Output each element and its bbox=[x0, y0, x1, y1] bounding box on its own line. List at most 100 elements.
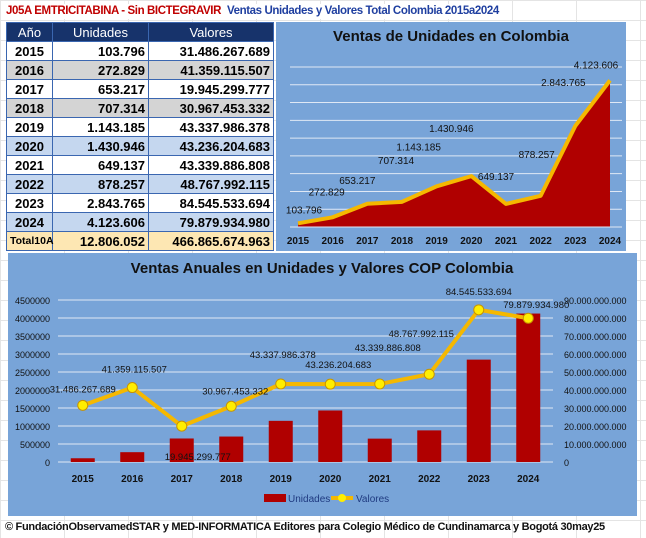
x-tick-label: 2024 bbox=[517, 474, 540, 485]
left-axis-tick: 4500000 bbox=[15, 296, 50, 306]
values-cell: 43.236.204.683 bbox=[148, 136, 274, 156]
year-cell: 2019 bbox=[6, 117, 53, 137]
data-label: 30.967.453.332 bbox=[202, 386, 268, 397]
units-cell: 1.143.185 bbox=[52, 117, 149, 137]
year-cell: 2018 bbox=[6, 98, 53, 118]
x-tick-label: 2015 bbox=[287, 236, 310, 247]
left-axis-tick: 3500000 bbox=[15, 332, 50, 342]
data-label: 48.767.992.115 bbox=[389, 329, 454, 340]
units-cell: 2.843.765 bbox=[52, 193, 149, 213]
right-axis-tick: 80.000.000.000 bbox=[564, 314, 627, 324]
left-axis-tick: 2500000 bbox=[15, 368, 50, 378]
values-cell: 30.967.453.332 bbox=[148, 98, 274, 118]
x-tick-label: 2017 bbox=[356, 236, 379, 247]
units-cell: 707.314 bbox=[52, 98, 149, 118]
values-marker bbox=[423, 368, 435, 380]
legend-units-label: Unidades bbox=[288, 494, 330, 505]
total-cell: 12.806.052 bbox=[52, 231, 149, 251]
values-line bbox=[82, 307, 529, 429]
left-axis-tick: 1000000 bbox=[15, 422, 50, 432]
values-marker bbox=[225, 400, 237, 412]
table-row: 2019 1.143.185 43.337.986.378 bbox=[6, 117, 274, 137]
year-cell: 2020 bbox=[6, 136, 53, 156]
values-marker bbox=[275, 378, 287, 390]
legend-values-marker bbox=[338, 494, 346, 502]
data-label: 43.236.204.683 bbox=[305, 360, 371, 371]
left-axis-tick: 4000000 bbox=[15, 314, 50, 324]
units-bar bbox=[466, 359, 491, 462]
chart-title: Ventas de Unidades en Colombia bbox=[333, 28, 570, 45]
values-marker bbox=[126, 382, 138, 394]
x-tick-label: 2022 bbox=[530, 236, 553, 247]
year-cell: 2015 bbox=[6, 41, 53, 61]
left-axis-tick: 0 bbox=[45, 458, 50, 468]
right-axis-tick: 50.000.000.000 bbox=[564, 368, 627, 378]
x-tick-label: 2023 bbox=[564, 236, 587, 247]
x-tick-label: 2016 bbox=[121, 474, 144, 485]
x-tick-label: 2015 bbox=[72, 474, 95, 485]
col-year: Año bbox=[6, 22, 53, 42]
units-bar bbox=[268, 420, 293, 462]
title-bar: J05A EMTRICITABINA - Sin BICTEGRAVIR Ven… bbox=[6, 4, 640, 19]
left-axis-tick: 500000 bbox=[20, 440, 50, 450]
units-cell: 1.430.946 bbox=[52, 136, 149, 156]
total-cell: 466.865.674.963 bbox=[148, 231, 274, 251]
values-marker bbox=[176, 420, 188, 432]
table-row: 2015 103.796 31.486.267.689 bbox=[6, 41, 274, 61]
right-axis-tick: 40.000.000.000 bbox=[564, 386, 627, 396]
units-area bbox=[298, 80, 610, 227]
table-row: 2023 2.843.765 84.545.533.694 bbox=[6, 193, 274, 213]
right-axis-tick: 90.000.000.000 bbox=[564, 296, 627, 306]
units-cell: 878.257 bbox=[52, 174, 149, 194]
year-cell: 2016 bbox=[6, 60, 53, 80]
right-axis-tick: 60.000.000.000 bbox=[564, 350, 627, 360]
data-label: 41.359.115.507 bbox=[102, 365, 167, 376]
copyright-footer: © FundaciónObservamedSTAR y MED-INFORMAT… bbox=[5, 521, 605, 533]
x-tick-label: 2024 bbox=[599, 236, 622, 247]
left-axis-tick: 3000000 bbox=[15, 350, 50, 360]
values-cell: 48.767.992.115 bbox=[148, 174, 274, 194]
table-row: 2022 878.257 48.767.992.115 bbox=[6, 174, 274, 194]
x-tick-label: 2019 bbox=[270, 474, 293, 485]
drug-title: J05A EMTRICITABINA - Sin BICTEGRAVIR bbox=[6, 4, 221, 19]
values-cell: 43.339.886.808 bbox=[148, 155, 274, 175]
values-cell: 84.545.533.694 bbox=[148, 193, 274, 213]
values-marker bbox=[77, 399, 89, 411]
sales-table: Año Unidades Valores 2015 103.796 31.486.2… bbox=[6, 22, 274, 251]
values-cell: 41.359.115.507 bbox=[148, 60, 274, 80]
chart-title: Ventas Anuales en Unidades y Valores COP… bbox=[131, 260, 514, 277]
data-label: 84.545.533.694 bbox=[446, 287, 512, 298]
units-cell: 653.217 bbox=[52, 79, 149, 99]
data-label: 103.796 bbox=[286, 205, 323, 216]
report-title: Ventas Unidades y Valores Total Colombia… bbox=[226, 4, 503, 19]
data-label: 79.879.934.980 bbox=[503, 300, 569, 311]
col-values: Valores bbox=[148, 22, 274, 42]
values-cell: 79.879.934.980 bbox=[148, 212, 274, 232]
table-row: 2024 4.123.606 79.879.934.980 bbox=[6, 212, 274, 232]
legend-units-swatch bbox=[264, 494, 286, 502]
units-bar bbox=[169, 438, 194, 462]
table-row: 2021 649.137 43.339.886.808 bbox=[6, 155, 274, 175]
units-bar bbox=[318, 410, 343, 462]
x-tick-label: 2021 bbox=[369, 474, 392, 485]
data-label: 4.123.606 bbox=[574, 60, 619, 71]
left-axis-tick: 1500000 bbox=[15, 404, 50, 414]
values-cell: 19.945.299.777 bbox=[148, 79, 274, 99]
data-label: 2.843.765 bbox=[541, 78, 586, 89]
units-area-chart: Ventas de Unidades en Colombia 103.796 201… bbox=[276, 22, 626, 251]
data-label: 653.217 bbox=[339, 176, 376, 187]
x-tick-label: 2023 bbox=[468, 474, 491, 485]
values-marker bbox=[374, 378, 386, 390]
x-tick-label: 2020 bbox=[460, 236, 483, 247]
units-bar bbox=[516, 313, 541, 462]
units-cell: 4.123.606 bbox=[52, 212, 149, 232]
values-marker bbox=[324, 378, 336, 390]
data-label: 707.314 bbox=[378, 156, 415, 167]
year-cell: 2023 bbox=[6, 193, 53, 213]
legend-values-label: Valores bbox=[356, 494, 389, 505]
table-row: 2016 272.829 41.359.115.507 bbox=[6, 60, 274, 80]
x-tick-label: 2017 bbox=[171, 474, 194, 485]
data-label: 31.486.267.689 bbox=[50, 384, 116, 395]
data-label: 1.430.946 bbox=[429, 124, 474, 135]
total-row: Total10A 12.806.052 466.865.674.963 bbox=[6, 231, 274, 251]
